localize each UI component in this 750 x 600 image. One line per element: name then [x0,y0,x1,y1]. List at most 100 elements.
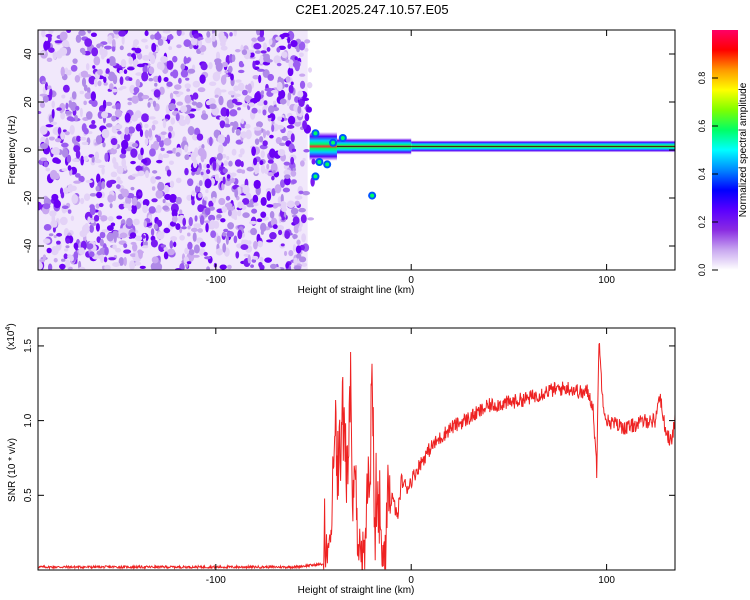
noise-speckle [279,98,287,105]
noise-speckle [182,217,187,227]
noise-speckle [192,80,201,88]
noise-speckle [236,168,243,174]
noise-speckle [298,52,304,58]
x-tick-label: 0 [408,275,414,286]
noise-speckle [106,58,110,64]
noise-speckle [256,30,261,36]
noise-speckle [138,251,143,259]
noise-speckle [252,74,260,80]
y-tick-label: 40 [23,48,34,60]
noise-speckle [142,204,148,214]
noise-speckle [244,123,251,129]
noise-speckle [241,49,248,56]
noise-speckle [208,214,216,222]
noise-speckle [123,69,128,75]
noise-speckle [284,83,289,88]
noise-speckle [62,84,70,93]
noise-speckle [135,125,142,131]
noise-speckle [265,130,270,136]
noise-speckle [246,202,254,208]
noise-speckle [222,243,227,253]
band-outlier-core [370,193,375,198]
noise-speckle [118,203,125,210]
noise-speckle [253,179,261,189]
noise-speckle [267,105,275,114]
noise-speckle [302,120,308,130]
noise-speckle [215,61,223,72]
noise-speckle [228,160,233,167]
noise-speckle [220,107,228,117]
noise-speckle [219,120,225,129]
noise-speckle [175,223,181,231]
noise-speckle [59,216,68,226]
noise-speckle [68,102,75,109]
noise-speckle [197,87,206,93]
noise-speckle [52,146,60,156]
noise-speckle [187,125,195,136]
noise-speckle [66,154,72,163]
noise-speckle [184,94,192,104]
noise-speckle [233,85,239,92]
noise-speckle [106,180,113,188]
noise-speckle [252,60,256,70]
noise-speckle [259,256,264,263]
noise-speckle [281,135,289,141]
noise-speckle [125,196,132,205]
noise-speckle [230,73,234,81]
y-tick-label: 1.5 [23,339,34,353]
colorbar: 0.0 0.2 0.4 0.6 0.8 Normalized spectral ampl… [697,30,749,276]
noise-speckle [200,62,208,71]
noise-speckle [218,95,224,106]
noise-speckle [254,138,260,145]
noise-speckle [211,33,217,42]
colorbar-tick-label: 0.4 [697,168,707,181]
noise-speckle [169,92,174,100]
noise-speckle [255,121,263,128]
noise-speckle [276,47,281,53]
noise-speckle [69,124,75,135]
noise-speckle [170,71,175,77]
noise-speckle [212,71,221,82]
noise-speckle [151,42,157,53]
noise-speckle [293,257,298,266]
noise-speckle [147,102,151,108]
noise-speckle [190,167,198,173]
noise-speckle [107,34,113,45]
figure-title: C2E1.2025.247.10.57.E05 [295,2,448,17]
noise-speckle [40,142,49,150]
noise-speckle [168,103,177,111]
noise-speckle [200,113,209,121]
noise-speckle [61,258,66,262]
noise-speckle [117,180,123,185]
noise-speckle [298,113,303,118]
noise-speckle [65,102,69,110]
noise-speckle [75,34,82,43]
noise-speckle [42,95,49,103]
noise-speckle [301,97,310,102]
noise-speckle [191,171,195,176]
noise-speckle [162,30,171,34]
noise-speckle [223,228,229,233]
noise-speckle [153,89,161,98]
noise-speckle [221,61,228,68]
noise-speckle [262,42,267,51]
noise-speckle [160,147,165,152]
noise-speckle [87,216,91,224]
noise-speckle [259,136,264,143]
noise-speckle [150,239,158,248]
x-tick-label: -100 [206,575,226,586]
noise-speckle [204,36,212,44]
noise-speckle [76,135,81,142]
noise-speckle [237,209,242,217]
noise-speckle [114,123,123,130]
noise-speckle [39,125,48,135]
noise-speckle [205,169,211,175]
noise-speckle [269,134,274,139]
noise-speckle [65,259,71,268]
noise-speckle [151,170,158,174]
noise-speckle [154,262,163,270]
noise-speckle [162,153,170,159]
noise-speckle [227,90,236,96]
noise-speckle [91,119,96,125]
noise-speckle [224,202,233,208]
